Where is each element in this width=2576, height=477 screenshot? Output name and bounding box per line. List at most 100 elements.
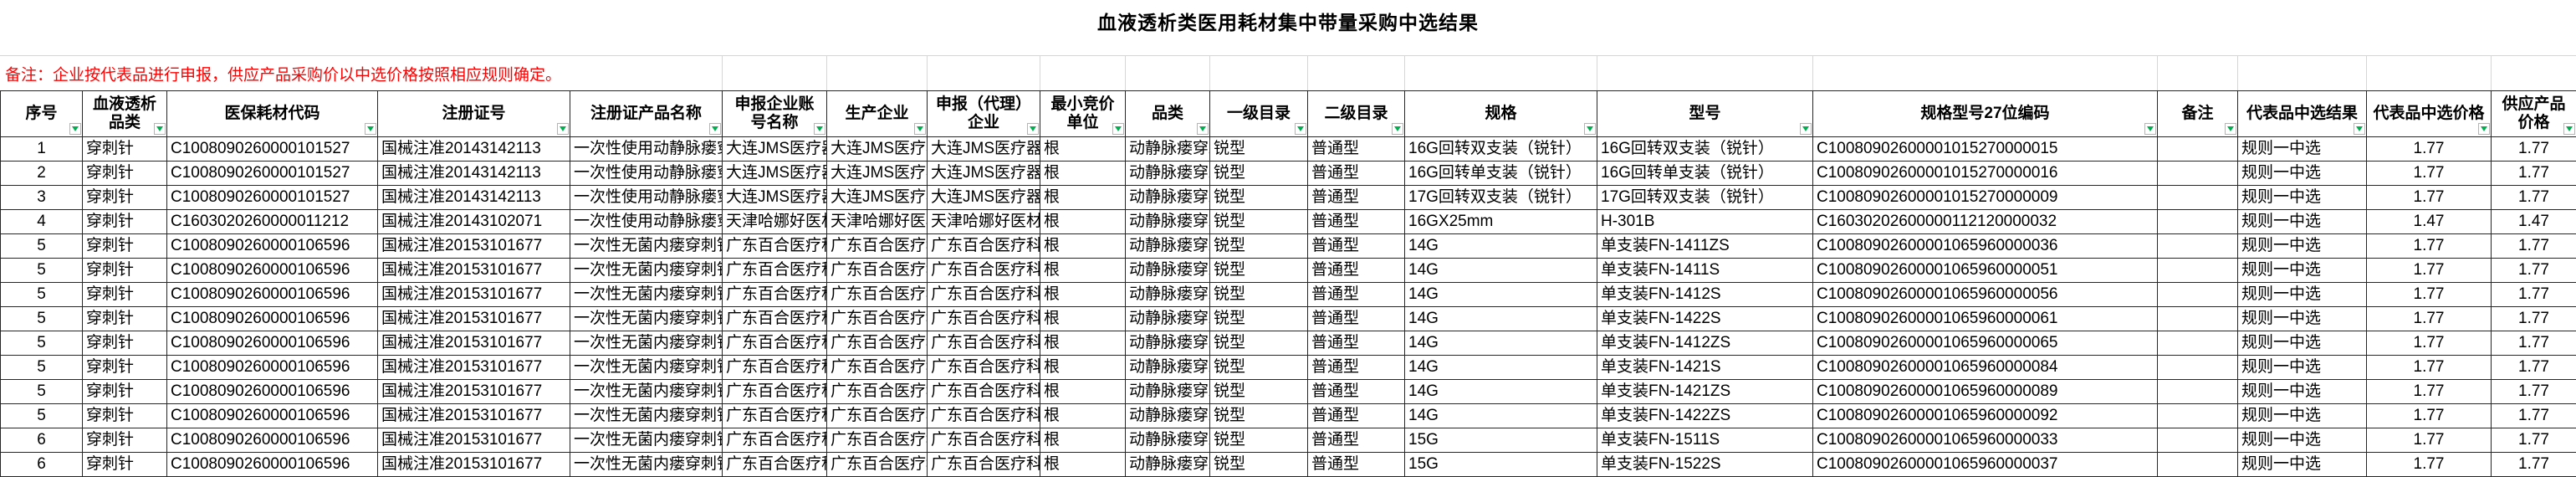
cell-dialysis-category[interactable]: 穿刺针	[83, 137, 167, 162]
cell-rep-result[interactable]: 规则一中选	[2238, 380, 2367, 404]
cell-dialysis-category[interactable]: 穿刺针	[83, 331, 167, 356]
col-header-model[interactable]: 型号	[1597, 91, 1813, 137]
cell-level1[interactable]: 锐型	[1210, 234, 1308, 259]
cell-rep-price[interactable]: 1.77	[2367, 283, 2492, 307]
col-header-spec[interactable]: 规格	[1405, 91, 1597, 137]
cell-level1[interactable]: 锐型	[1210, 356, 1308, 380]
cell-level2[interactable]: 普通型	[1308, 137, 1405, 162]
cell-agent[interactable]: 大连JMS医疗器具有限公司	[928, 186, 1040, 210]
cell-agent[interactable]: 广东百合医疗科技股份有限公司	[928, 428, 1040, 453]
cell-rep-result[interactable]: 规则一中选	[2238, 186, 2367, 210]
cell-reg-no[interactable]: 国械注准20153101677	[378, 283, 570, 307]
col-header-supply-price[interactable]: 供应产品价格	[2492, 91, 2576, 137]
cell-level2[interactable]: 普通型	[1308, 210, 1405, 234]
cell-agent[interactable]: 广东百合医疗科技股份有限公司	[928, 453, 1040, 477]
col-header-applicant-account[interactable]: 申报企业账号名称	[723, 91, 827, 137]
cell-dialysis-category[interactable]: 穿刺针	[83, 259, 167, 283]
cell-reg-no[interactable]: 国械注准20143102071	[378, 210, 570, 234]
cell-min-bid-unit[interactable]: 根	[1040, 453, 1126, 477]
cell-supply-price[interactable]: 1.77	[2492, 162, 2576, 186]
cell-reg-product-name[interactable]: 一次性无菌内瘘穿刺针	[570, 283, 723, 307]
cell-rep-result[interactable]: 规则一中选	[2238, 234, 2367, 259]
cell-reg-no[interactable]: 国械注准20153101677	[378, 234, 570, 259]
cell-level1[interactable]: 锐型	[1210, 283, 1308, 307]
cell-seq[interactable]: 5	[1, 404, 83, 428]
cell-applicant-account[interactable]: 广东百合医疗科技股份有限公司	[723, 283, 827, 307]
col-header-min-bid-unit[interactable]: 最小竞价单位	[1040, 91, 1126, 137]
cell-applicant-account[interactable]: 大连JMS医疗器具有限公司	[723, 162, 827, 186]
cell-spec[interactable]: 14G	[1405, 234, 1597, 259]
cell-manufacturer[interactable]: 广东百合医疗科技股份有限公司	[827, 259, 928, 283]
cell-spec[interactable]: 14G	[1405, 259, 1597, 283]
cell-pinlei[interactable]: 动静脉瘘穿刺针	[1126, 404, 1210, 428]
cell-level1[interactable]: 锐型	[1210, 331, 1308, 356]
cell-pinlei[interactable]: 动静脉瘘穿刺针	[1126, 283, 1210, 307]
cell-rep-price[interactable]: 1.77	[2367, 234, 2492, 259]
cell-manufacturer[interactable]: 广东百合医疗科技股份有限公司	[827, 234, 928, 259]
col-header-pinlei[interactable]: 品类	[1126, 91, 1210, 137]
filter-dropdown-icon[interactable]	[2478, 123, 2490, 135]
cell-remark[interactable]	[2158, 234, 2238, 259]
col-header-manufacturer[interactable]: 生产企业	[827, 91, 928, 137]
cell-applicant-account[interactable]: 大连JMS医疗器具有限公司	[723, 186, 827, 210]
cell-mi-code[interactable]: C1008090260000106596	[167, 283, 378, 307]
cell-agent[interactable]: 大连JMS医疗器具有限公司	[928, 137, 1040, 162]
cell-code27[interactable]: C10080902600001065960000089	[1813, 380, 2158, 404]
cell-level2[interactable]: 普通型	[1308, 162, 1405, 186]
cell-remark[interactable]	[2158, 283, 2238, 307]
filter-dropdown-icon[interactable]	[154, 123, 166, 135]
cell-model[interactable]: 单支装FN-1411ZS	[1597, 234, 1813, 259]
cell-min-bid-unit[interactable]: 根	[1040, 404, 1126, 428]
cell-code27[interactable]: C10080902600001015270000016	[1813, 162, 2158, 186]
cell-dialysis-category[interactable]: 穿刺针	[83, 307, 167, 331]
cell-reg-product-name[interactable]: 一次性无菌内瘘穿刺针	[570, 356, 723, 380]
cell-agent[interactable]: 广东百合医疗科技股份有限公司	[928, 234, 1040, 259]
cell-code27[interactable]: C16030202600000112120000032	[1813, 210, 2158, 234]
cell-level1[interactable]: 锐型	[1210, 404, 1308, 428]
cell-applicant-account[interactable]: 大连JMS医疗器具有限公司	[723, 137, 827, 162]
cell-applicant-account[interactable]: 广东百合医疗科技股份有限公司	[723, 331, 827, 356]
cell-model[interactable]: 单支装FN-1511S	[1597, 428, 1813, 453]
cell-seq[interactable]: 5	[1, 331, 83, 356]
cell-mi-code[interactable]: C1008090260000106596	[167, 404, 378, 428]
cell-level2[interactable]: 普通型	[1308, 259, 1405, 283]
cell-reg-product-name[interactable]: 一次性无菌内瘘穿刺针	[570, 331, 723, 356]
cell-pinlei[interactable]: 动静脉瘘穿刺针	[1126, 259, 1210, 283]
cell-remark[interactable]	[2158, 259, 2238, 283]
cell-applicant-account[interactable]: 广东百合医疗科技股份有限公司	[723, 234, 827, 259]
cell-agent[interactable]: 广东百合医疗科技股份有限公司	[928, 283, 1040, 307]
cell-supply-price[interactable]: 1.77	[2492, 307, 2576, 331]
cell-agent[interactable]: 天津哈娜好医材有限公司	[928, 210, 1040, 234]
filter-dropdown-icon[interactable]	[1027, 123, 1039, 135]
col-header-rep-result[interactable]: 代表品中选结果	[2238, 91, 2367, 137]
cell-remark[interactable]	[2158, 307, 2238, 331]
cell-rep-result[interactable]: 规则一中选	[2238, 453, 2367, 477]
cell-rep-price[interactable]: 1.77	[2367, 162, 2492, 186]
cell-dialysis-category[interactable]: 穿刺针	[83, 453, 167, 477]
cell-mi-code[interactable]: C1008090260000106596	[167, 259, 378, 283]
cell-reg-product-name[interactable]: 一次性使用动静脉瘘穿刺针	[570, 162, 723, 186]
cell-level2[interactable]: 普通型	[1308, 404, 1405, 428]
cell-supply-price[interactable]: 1.77	[2492, 234, 2576, 259]
cell-supply-price[interactable]: 1.77	[2492, 283, 2576, 307]
cell-model[interactable]: 单支装FN-1522S	[1597, 453, 1813, 477]
cell-seq[interactable]: 2	[1, 162, 83, 186]
cell-supply-price[interactable]: 1.77	[2492, 259, 2576, 283]
cell-remark[interactable]	[2158, 137, 2238, 162]
cell-dialysis-category[interactable]: 穿刺针	[83, 234, 167, 259]
cell-supply-price[interactable]: 1.77	[2492, 137, 2576, 162]
cell-supply-price[interactable]: 1.77	[2492, 186, 2576, 210]
cell-pinlei[interactable]: 动静脉瘘穿刺针	[1126, 331, 1210, 356]
cell-level2[interactable]: 普通型	[1308, 307, 1405, 331]
cell-reg-no[interactable]: 国械注准20153101677	[378, 380, 570, 404]
col-header-reg-product-name[interactable]: 注册证产品名称	[570, 91, 723, 137]
cell-remark[interactable]	[2158, 404, 2238, 428]
cell-model[interactable]: 16G回转单支装（锐针）	[1597, 162, 1813, 186]
cell-level2[interactable]: 普通型	[1308, 186, 1405, 210]
cell-spec[interactable]: 14G	[1405, 307, 1597, 331]
cell-min-bid-unit[interactable]: 根	[1040, 259, 1126, 283]
cell-pinlei[interactable]: 动静脉瘘穿刺针	[1126, 137, 1210, 162]
col-header-rep-price[interactable]: 代表品中选价格	[2367, 91, 2492, 137]
filter-dropdown-icon[interactable]	[1800, 123, 1812, 135]
cell-mi-code[interactable]: C1008090260000106596	[167, 331, 378, 356]
